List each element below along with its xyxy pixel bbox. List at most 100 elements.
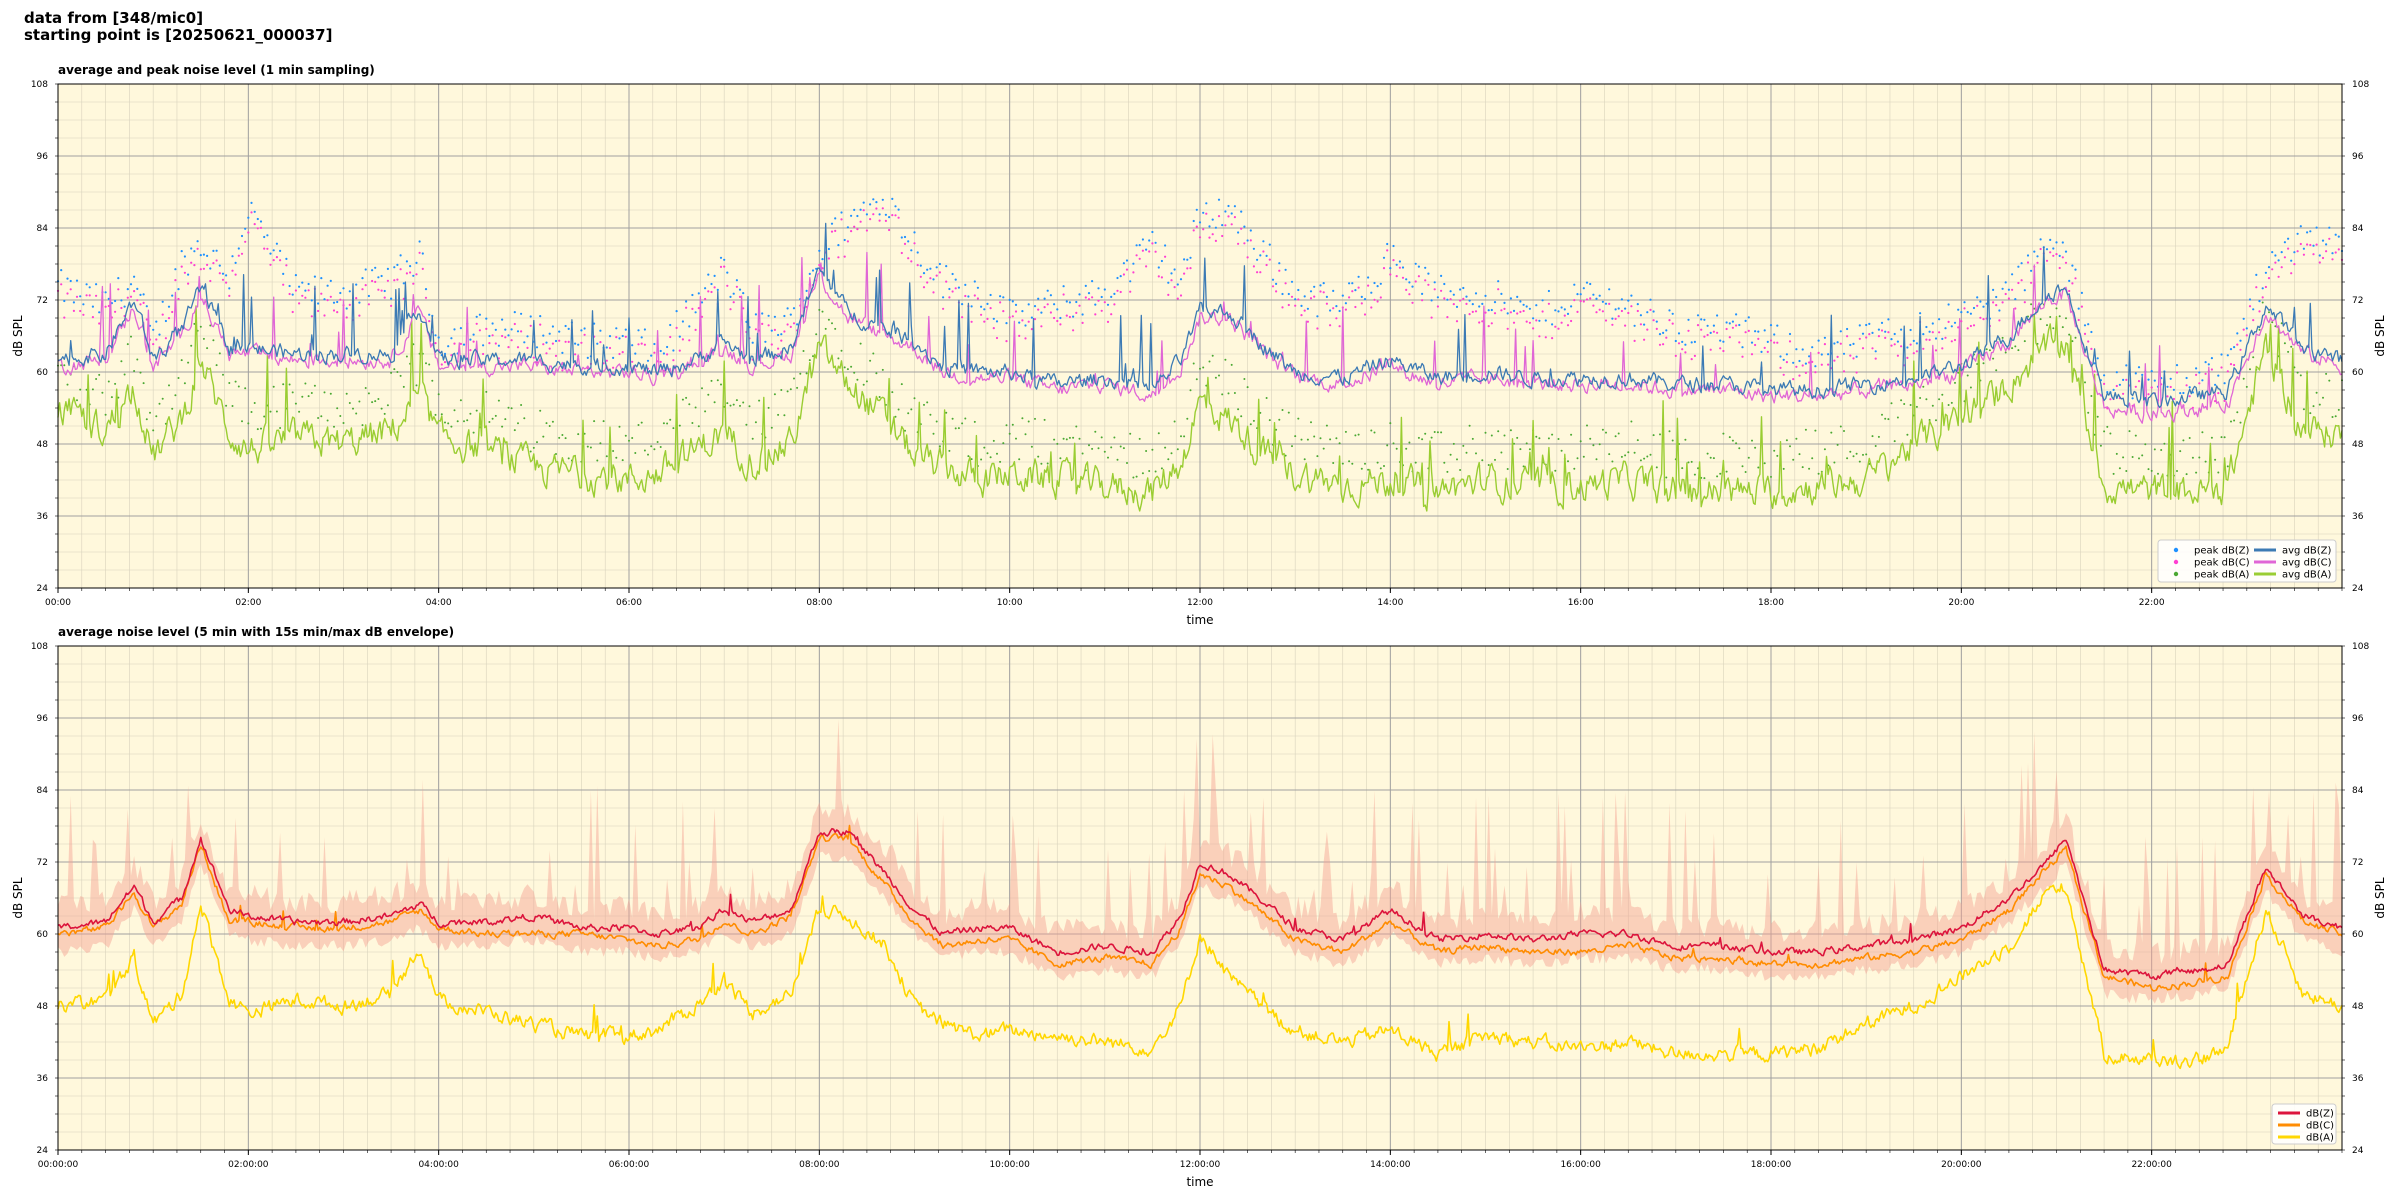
peak-c-point: [1560, 321, 1563, 324]
peak-c-point: [1896, 354, 1899, 357]
peak-c-point: [1719, 347, 1722, 350]
peak-z-point: [1424, 266, 1427, 269]
peak-z-point: [995, 320, 999, 323]
peak-z-point: [2137, 366, 2141, 369]
x-tick-label: 18:00:00: [1751, 1160, 1792, 1170]
peak-c-point: [1801, 364, 1804, 367]
peak-a-point: [1601, 428, 1604, 431]
peak-a-point: [364, 387, 367, 389]
peak-z-point: [884, 213, 888, 216]
peak-z-point: [2153, 379, 2156, 382]
peak-z-point: [1113, 292, 1116, 295]
peak-z-point: [1941, 337, 1944, 340]
peak-a-point: [2322, 396, 2324, 399]
peak-a-point: [780, 389, 783, 391]
peak-z-point: [2331, 252, 2334, 255]
peak-c-point: [1497, 288, 1500, 291]
peak-z-point: [773, 315, 777, 318]
peak-c-point: [1782, 373, 1785, 376]
peak-a-point: [231, 405, 234, 407]
peak-a-point: [2318, 403, 2321, 406]
peak-a-point: [348, 402, 351, 404]
peak-a-point: [1218, 374, 1220, 377]
peak-a-point: [352, 407, 354, 410]
peak-c-point: [2233, 363, 2236, 367]
avg-a-line: [57, 305, 2343, 512]
peak-a-point: [1957, 371, 1960, 374]
peak-c-point: [1700, 328, 1703, 331]
peak-c-point: [688, 339, 691, 342]
peak-a-point: [222, 373, 224, 376]
peak-z-point: [2267, 266, 2271, 269]
x-tick-label: 02:00:00: [228, 1160, 269, 1170]
peak-z-point: [240, 234, 244, 238]
peak-z-point: [475, 315, 478, 318]
peak-a-point: [107, 380, 110, 383]
peak-c-point: [2087, 340, 2090, 343]
peak-c-point: [228, 294, 231, 297]
chart-title: average and peak noise level (1 min samp…: [58, 63, 375, 77]
peak-z-point: [72, 301, 75, 304]
peak-z-point: [1944, 327, 1947, 330]
peak-z-point: [136, 287, 139, 290]
db-a-line: [57, 883, 2343, 1070]
peak-a-point: [98, 373, 101, 376]
x-tick-label: 22:00: [2139, 598, 2165, 608]
peak-z-point: [948, 287, 951, 291]
peak-z-point: [2141, 373, 2144, 376]
peak-z-point: [1490, 308, 1493, 312]
peak-c-point: [1065, 314, 1068, 317]
peak-c-point: [196, 247, 199, 250]
peak-c-point: [1313, 295, 1316, 298]
peak-z-point: [75, 279, 79, 282]
peak-c-point: [282, 283, 285, 286]
peak-a-point: [1005, 424, 1008, 427]
peak-z-point: [1493, 301, 1497, 304]
peak-a-point: [935, 420, 938, 423]
peak-a-point: [1624, 454, 1627, 457]
peak-z-point: [371, 269, 374, 272]
peak-a-point: [1497, 430, 1500, 433]
peak-c-point: [1519, 310, 1522, 313]
peak-z-point: [742, 292, 745, 295]
peak-a-point: [440, 413, 443, 416]
peak-c-point: [2039, 247, 2042, 251]
peak-z-point: [973, 280, 976, 283]
peak-a-point: [1586, 424, 1588, 427]
peak-c-point: [1582, 300, 1585, 303]
y-tick-label-right: 24: [2352, 584, 2364, 594]
peak-a-point: [618, 425, 621, 428]
peak-z-point: [1421, 292, 1424, 295]
peak-z-point: [1401, 266, 1405, 269]
peak-c-point: [1335, 317, 1338, 320]
peak-a-point: [624, 434, 627, 437]
peak-z-point: [1300, 304, 1303, 307]
peak-z-point: [1037, 297, 1040, 300]
peak-c-point: [114, 310, 117, 313]
peak-a-point: [1034, 417, 1036, 420]
peak-z-point: [1652, 310, 1655, 313]
peak-z-point: [869, 203, 872, 206]
peak-a-point: [2141, 454, 2144, 457]
peak-c-point: [412, 282, 415, 285]
peak-z-point: [1912, 339, 1915, 342]
peak-c-point: [95, 294, 98, 297]
x-tick-label: 02:00: [235, 598, 261, 608]
peak-c-point: [637, 343, 640, 346]
peak-a-point: [253, 402, 256, 404]
peak-c-point: [2109, 398, 2112, 401]
peak-a-point: [789, 388, 792, 391]
peak-a-point: [1817, 472, 1820, 475]
peak-c-point: [307, 289, 310, 292]
peak-z-point: [1211, 218, 1214, 221]
peak-z-point: [1053, 303, 1056, 306]
peak-c-point: [1287, 303, 1290, 307]
peak-z-point: [1478, 305, 1481, 308]
peak-c-point: [561, 369, 564, 372]
peak-a-point: [1684, 438, 1687, 441]
peak-c-point: [526, 346, 529, 349]
peak-a-point: [1646, 455, 1649, 458]
peak-z-point: [612, 356, 615, 359]
peak-a-point: [875, 372, 878, 375]
peak-c-point: [1427, 283, 1430, 286]
